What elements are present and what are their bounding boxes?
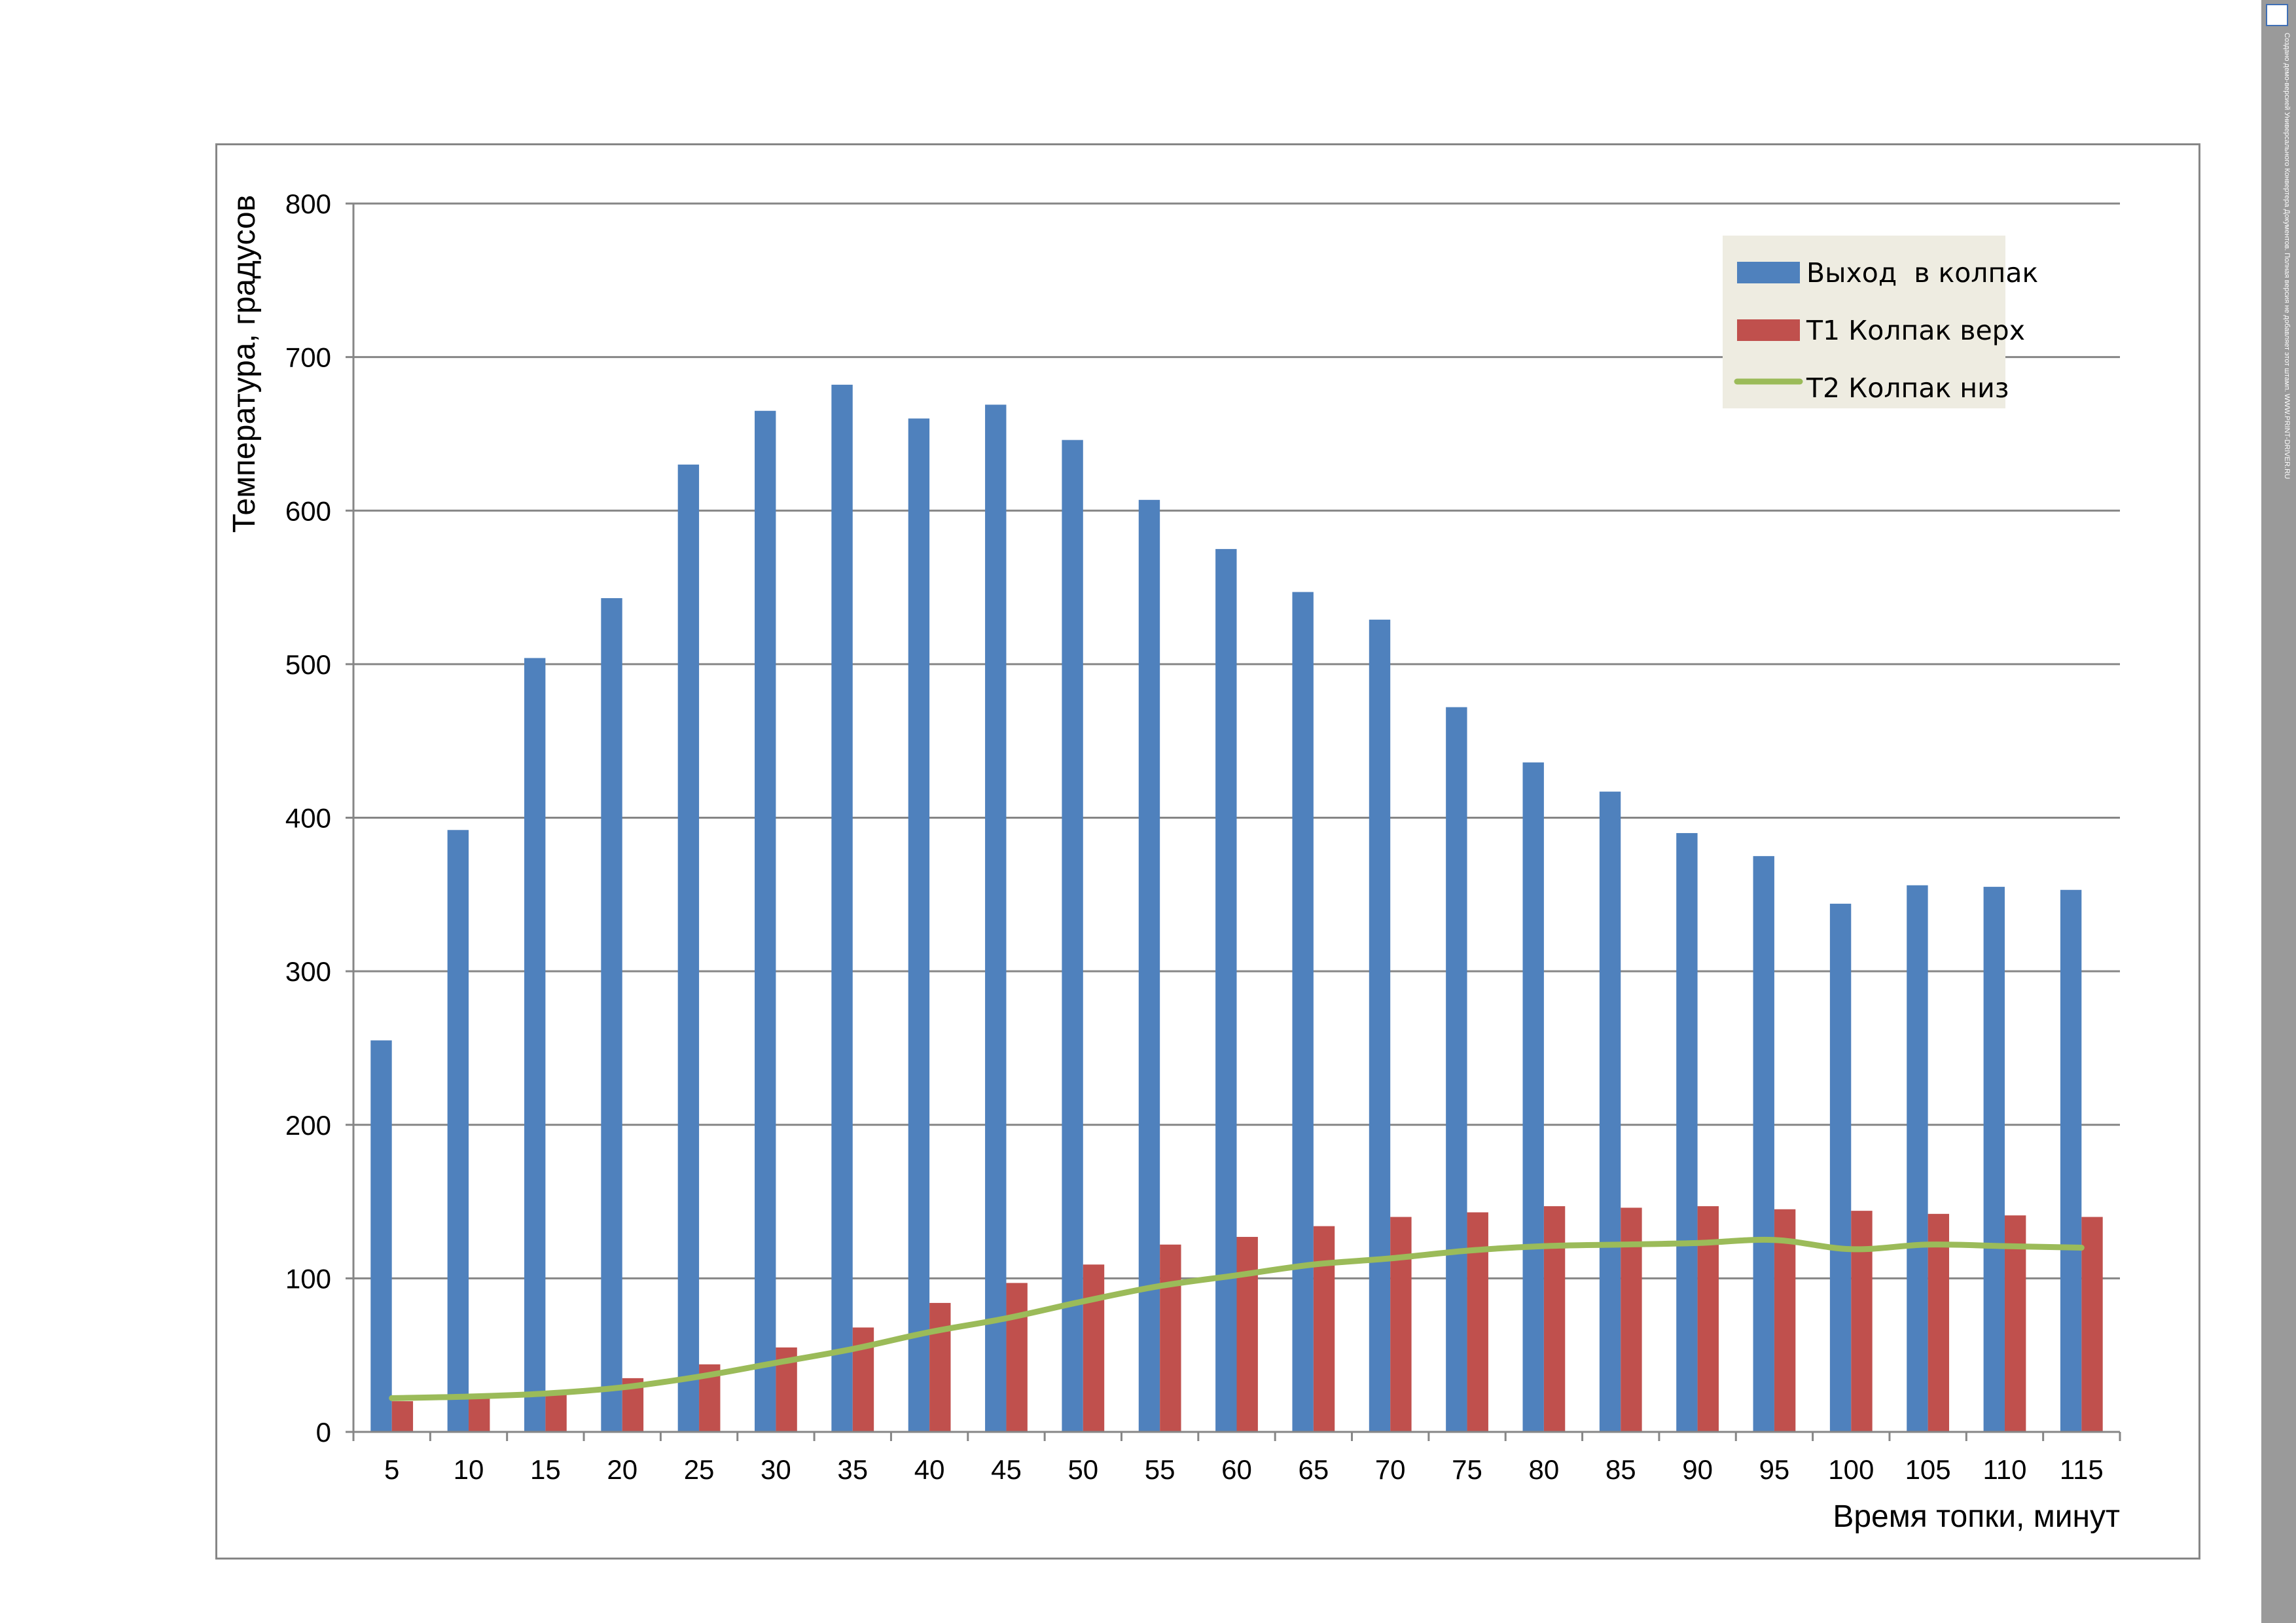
bar-series-2	[1160, 1244, 1181, 1432]
demo-watermark: Создано демо-версией Универсального Конв…	[2283, 33, 2291, 479]
y-tick-label-600: 600	[285, 495, 331, 526]
tick-labels: 0 100 200 300 400 500 600 700 800 5 10 15 20 25 30 35 40…	[285, 188, 2104, 1485]
x-tick-label-105: 105	[1905, 1454, 1951, 1485]
bar-series-2	[2004, 1215, 2026, 1432]
x-tick-label-65: 65	[1298, 1454, 1329, 1485]
bar-series-2	[391, 1401, 414, 1432]
axes	[346, 202, 2121, 1441]
x-tick-label-30: 30	[761, 1454, 791, 1485]
bar-series-2	[1006, 1283, 1028, 1432]
bar-series-1	[1522, 762, 1544, 1432]
x-tick-label-40: 40	[914, 1454, 945, 1485]
legend: Выход в колпак Т1 Колпак верх Т2 Колпак …	[1723, 236, 2038, 408]
x-tick-label-100: 100	[1828, 1454, 1874, 1485]
bar-series-1	[908, 418, 930, 1432]
bar-series-1	[1599, 791, 1621, 1432]
legend-label-series-2: Т1 Колпак верх	[1806, 315, 2025, 346]
bar-series-1	[985, 404, 1007, 1432]
x-tick-label-115: 115	[2060, 1454, 2104, 1485]
bar-series-2	[1467, 1212, 1488, 1432]
x-tick-label-50: 50	[1067, 1454, 1098, 1485]
x-axis-title: Время топки, минут	[1833, 1499, 2120, 1534]
side-strip	[2261, 0, 2296, 1623]
x-tick-label-60: 60	[1221, 1454, 1252, 1485]
y-tick-label-200: 200	[285, 1110, 331, 1141]
bar-series-1	[601, 597, 622, 1432]
y-tick-label-0: 0	[316, 1417, 331, 1448]
line-series-3	[389, 1236, 2085, 1401]
bar-series-2	[2081, 1217, 2103, 1432]
bar-series-1	[1753, 856, 1774, 1432]
bar-series-1	[1446, 707, 1467, 1432]
y-tick-label-700: 700	[285, 342, 331, 373]
bar-series-2	[929, 1302, 951, 1432]
bar-series-1	[370, 1040, 392, 1432]
bar-series-2	[1236, 1237, 1258, 1432]
bar-series-1	[831, 384, 853, 1432]
bar-series-1	[677, 464, 700, 1432]
x-tick-label-25: 25	[684, 1454, 715, 1485]
bar-series-1	[1907, 885, 1928, 1432]
x-tick-label-20: 20	[607, 1454, 637, 1485]
legend-label-series-1: Выход в колпак	[1806, 257, 2038, 289]
x-tick-label-55: 55	[1145, 1454, 1175, 1485]
chart-canvas: 0 100 200 300 400 500 600 700 800 5 10 15 20 25 30 35 40…	[227, 188, 2121, 1534]
x-tick-label-15: 15	[530, 1454, 561, 1485]
legend-swatch-series-2	[1737, 319, 1800, 341]
x-tick-label-10: 10	[454, 1454, 484, 1485]
y-tick-label-800: 800	[285, 188, 331, 219]
bar-series-1	[524, 658, 546, 1432]
y-axis-title: Температура, градусов	[227, 195, 262, 533]
x-tick-label-35: 35	[837, 1454, 868, 1485]
bar-series-2	[469, 1398, 490, 1432]
bar-series-2	[1851, 1211, 1873, 1432]
legend-label-series-3: Т2 Колпак низ	[1806, 372, 2009, 404]
bar-series-2	[1774, 1209, 1796, 1432]
bar-series-1	[755, 410, 776, 1432]
x-tick-label-45: 45	[991, 1454, 1022, 1485]
document-logo-icon	[2266, 4, 2288, 26]
bar-series-2	[1313, 1226, 1335, 1432]
x-tick-label-70: 70	[1375, 1454, 1406, 1485]
chart-frame: 0 100 200 300 400 500 600 700 800 5 10 15 20 25 30 35 40…	[215, 143, 2200, 1560]
y-tick-label-100: 100	[285, 1263, 331, 1294]
bar-series-1	[1983, 887, 2005, 1432]
bar-series-1	[1062, 440, 1083, 1432]
legend-swatch-series-1	[1737, 262, 1800, 283]
bar-series-1	[1676, 832, 1698, 1432]
y-tick-label-500: 500	[285, 649, 331, 680]
bar-series-2	[1928, 1213, 1950, 1432]
bar-series-1	[1138, 499, 1160, 1433]
x-tick-label-75: 75	[1452, 1454, 1482, 1485]
bar-series-2	[1543, 1206, 1566, 1432]
bar-series-1	[1292, 592, 1314, 1432]
x-tick-label-85: 85	[1605, 1454, 1636, 1485]
x-tick-label-95: 95	[1759, 1454, 1790, 1485]
x-tick-label-90: 90	[1682, 1454, 1713, 1485]
line-series	[389, 1236, 2085, 1401]
bar-series-1	[1369, 619, 1391, 1432]
x-tick-label-80: 80	[1529, 1454, 1560, 1485]
bar-series-1	[1829, 903, 1852, 1432]
bar-series-2	[1390, 1217, 1412, 1432]
bar-series-1	[2060, 889, 2082, 1432]
bar-series-1	[1215, 548, 1237, 1432]
x-tick-label-110: 110	[1982, 1454, 2026, 1485]
y-tick-label-300: 300	[285, 956, 331, 987]
bar-series-2	[545, 1393, 567, 1432]
bar-series-2	[1083, 1264, 1105, 1432]
x-tick-label-5: 5	[384, 1454, 399, 1485]
bar-series-1	[447, 830, 469, 1432]
y-tick-label-400: 400	[285, 803, 331, 834]
